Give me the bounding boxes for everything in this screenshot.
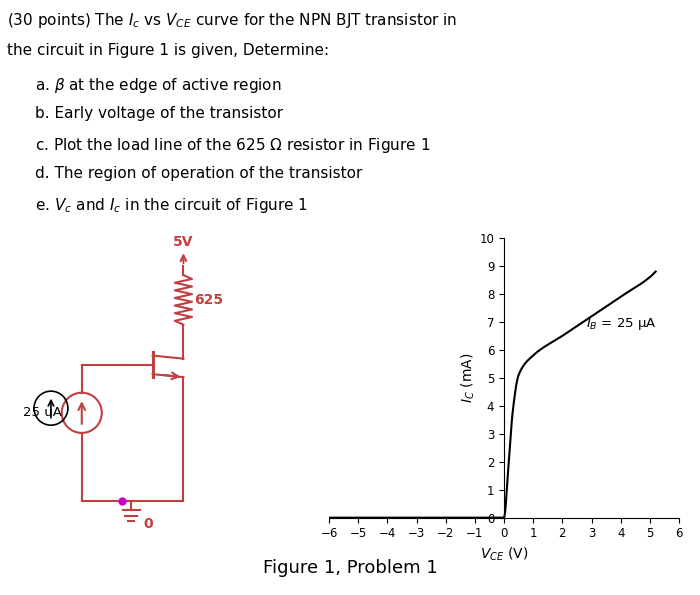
Text: 625: 625 [194,293,223,307]
Text: a. $\beta$ at the edge of active region: a. $\beta$ at the edge of active region [35,76,281,95]
X-axis label: $V_{CE}$ (V): $V_{CE}$ (V) [480,546,528,563]
Text: b. Early voltage of the transistor: b. Early voltage of the transistor [35,106,283,121]
Text: 5V: 5V [173,235,194,249]
Text: e. $V_c$ and $I_c$ in the circuit of Figure 1: e. $V_c$ and $I_c$ in the circuit of Fig… [35,196,308,215]
Text: $I_B$ = 25 μA: $I_B$ = 25 μA [586,317,657,333]
Text: c. Plot the load line of the 625 $\Omega$ resistor in Figure 1: c. Plot the load line of the 625 $\Omega… [35,136,430,155]
Text: the circuit in Figure 1 is given, Determine:: the circuit in Figure 1 is given, Determ… [7,43,329,58]
Text: 25 uA: 25 uA [23,406,62,419]
Text: Figure 1, Problem 1: Figure 1, Problem 1 [262,559,438,577]
Text: (30 points) The $I_c$ vs $V_{CE}$ curve for the NPN BJT transistor in: (30 points) The $I_c$ vs $V_{CE}$ curve … [7,11,457,30]
Text: d. The region of operation of the transistor: d. The region of operation of the transi… [35,166,362,181]
Y-axis label: $I_C$ (mA): $I_C$ (mA) [459,353,477,403]
Text: 0: 0 [144,517,153,531]
